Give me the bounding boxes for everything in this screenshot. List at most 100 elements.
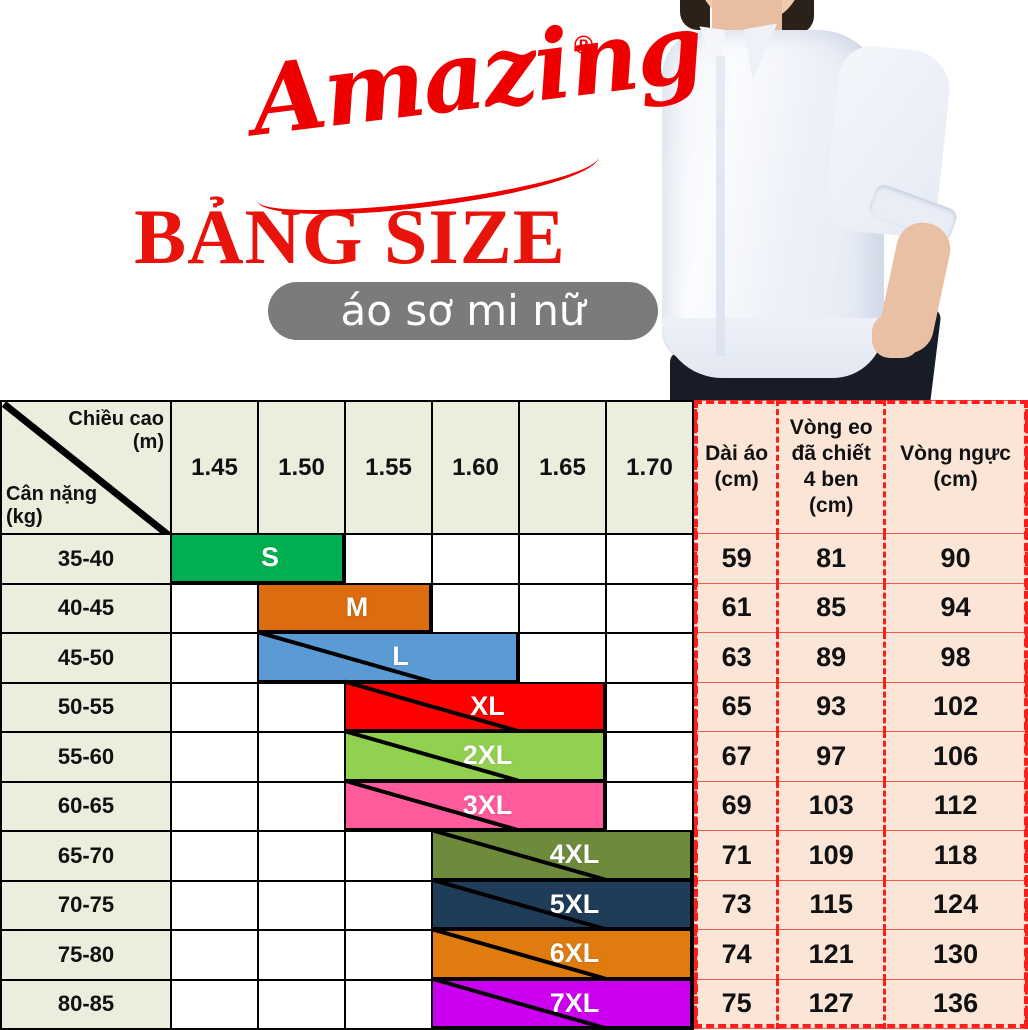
measure-vong-eo: 89	[776, 632, 887, 683]
measure-dai-ao: 71	[693, 830, 780, 881]
measure-vong-eo: 85	[776, 582, 887, 633]
weight-range-cell: 50-55	[0, 681, 172, 733]
measure-vong-eo: 81	[776, 533, 887, 584]
height-col-2: 1.55	[344, 400, 433, 535]
measurement-row: 75 127 136	[693, 978, 1028, 1029]
shirt-button	[716, 288, 724, 296]
measurement-row: 61 85 94	[693, 582, 1028, 633]
measure-header-row: Dài áo (cm) Vòng eo đã chiết 4 ben (cm) …	[693, 400, 1028, 534]
measure-dai-ao: 61	[693, 582, 780, 633]
size-progression-diagonal-icon	[256, 630, 606, 1028]
measure-vong-eo: 127	[776, 978, 887, 1029]
grid-cell	[518, 582, 607, 634]
grid-cell	[170, 582, 259, 634]
height-col-3: 1.60	[431, 400, 520, 535]
grid-cell	[170, 731, 259, 783]
grid-cell	[605, 632, 694, 684]
measurement-row: 59 81 90	[693, 533, 1028, 584]
measurement-row: 67 97 106	[693, 731, 1028, 782]
measure-vong-nguc: 118	[883, 830, 1028, 881]
grid-cell	[518, 533, 607, 585]
corner-diagonal-icon	[3, 403, 169, 532]
shirt-button	[716, 176, 724, 184]
measure-vong-nguc: 136	[883, 978, 1028, 1029]
shirt-button	[716, 120, 724, 128]
grid-cell	[344, 830, 433, 882]
grid-cell	[170, 978, 259, 1030]
measure-vong-eo: 97	[776, 731, 887, 782]
axis-corner-cell: Chiều cao (m) Cân nặng (kg)	[0, 400, 172, 535]
measurement-row: 71 109 118	[693, 830, 1028, 881]
weight-range-cell: 65-70	[0, 830, 172, 882]
measure-vong-nguc: 90	[883, 533, 1028, 584]
weight-range-cell: 70-75	[0, 879, 172, 931]
measure-vong-nguc: 94	[883, 582, 1028, 633]
measure-dai-ao: 63	[693, 632, 780, 683]
grid-cell	[344, 879, 433, 931]
measurement-row: 74 121 130	[693, 929, 1028, 980]
grid-cell	[605, 780, 694, 832]
grid-cell	[170, 929, 259, 981]
measure-header-vong-eo: Vòng eo đã chiết 4 ben (cm)	[776, 400, 887, 534]
measurement-panel: Dài áo (cm) Vòng eo đã chiết 4 ben (cm) …	[693, 400, 1028, 1029]
page-title: BẢNG SIZE	[134, 193, 566, 280]
measure-vong-eo: 109	[776, 830, 887, 881]
grid-cell	[344, 978, 433, 1030]
measure-vong-eo: 115	[776, 879, 887, 930]
grid-cell	[257, 929, 346, 981]
grid-cell	[257, 830, 346, 882]
weight-range-cell: 35-40	[0, 533, 172, 585]
weight-range-cell: 45-50	[0, 632, 172, 684]
height-col-4: 1.65	[518, 400, 607, 535]
measure-vong-nguc: 106	[883, 731, 1028, 782]
grid-cell	[431, 533, 520, 585]
measure-dai-ao: 75	[693, 978, 780, 1029]
grid-cell	[170, 830, 259, 882]
height-axis-label: Chiều cao (m)	[68, 408, 164, 453]
measurement-row: 63 89 98	[693, 632, 1028, 683]
height-col-0: 1.45	[170, 400, 259, 535]
measure-header-vong-nguc: Vòng ngực (cm)	[883, 400, 1028, 534]
measure-vong-nguc: 124	[883, 879, 1028, 930]
measure-vong-eo: 93	[776, 681, 887, 732]
height-col-1: 1.50	[257, 400, 346, 535]
header-banner: Amazing ® BẢNG SIZE áo sơ mi nữ	[0, 0, 1028, 400]
hair-left	[680, 0, 710, 30]
grid-cell	[605, 681, 694, 733]
weight-range-cell: 55-60	[0, 731, 172, 783]
measurement-grid: Dài áo (cm) Vòng eo đã chiết 4 ben (cm) …	[693, 400, 1028, 1029]
measure-dai-ao: 74	[693, 929, 780, 980]
measure-dai-ao: 69	[693, 780, 780, 831]
weight-range-cell: 60-65	[0, 780, 172, 832]
grid-cell	[170, 780, 259, 832]
measure-vong-nguc: 130	[883, 929, 1028, 980]
grid-cell	[518, 632, 607, 684]
grid-cell	[170, 632, 259, 684]
brand-logo: Amazing ®	[238, 0, 708, 225]
grid-cell	[257, 879, 346, 931]
grid-cell	[605, 533, 694, 585]
weight-range-cell: 80-85	[0, 978, 172, 1030]
measure-vong-eo: 121	[776, 929, 887, 980]
registered-trademark-icon: ®	[574, 30, 594, 60]
measurement-row: 73 115 124	[693, 879, 1028, 930]
hand	[872, 314, 920, 358]
grid-cell	[431, 582, 520, 634]
grid-cell	[605, 731, 694, 783]
grid-cell	[344, 533, 433, 585]
size-chart: Chiều cao (m) Cân nặng (kg) 1.45 1.50 1.…	[0, 400, 1028, 1030]
weight-range-cell: 40-45	[0, 582, 172, 634]
weight-axis-label: Cân nặng (kg)	[6, 483, 98, 528]
measure-vong-nguc: 102	[883, 681, 1028, 732]
shirt-hem	[662, 318, 884, 378]
shirt-button	[716, 232, 724, 240]
grid-cell	[257, 780, 346, 832]
measure-dai-ao: 73	[693, 879, 780, 930]
measure-dai-ao: 59	[693, 533, 780, 584]
grid-header-row: Chiều cao (m) Cân nặng (kg) 1.45 1.50 1.…	[0, 400, 694, 535]
measure-vong-nguc: 98	[883, 632, 1028, 683]
measure-header-dai-ao: Dài áo (cm)	[693, 400, 780, 534]
measure-vong-nguc: 112	[883, 780, 1028, 831]
grid-cell	[170, 681, 259, 733]
grid-cell	[257, 681, 346, 733]
